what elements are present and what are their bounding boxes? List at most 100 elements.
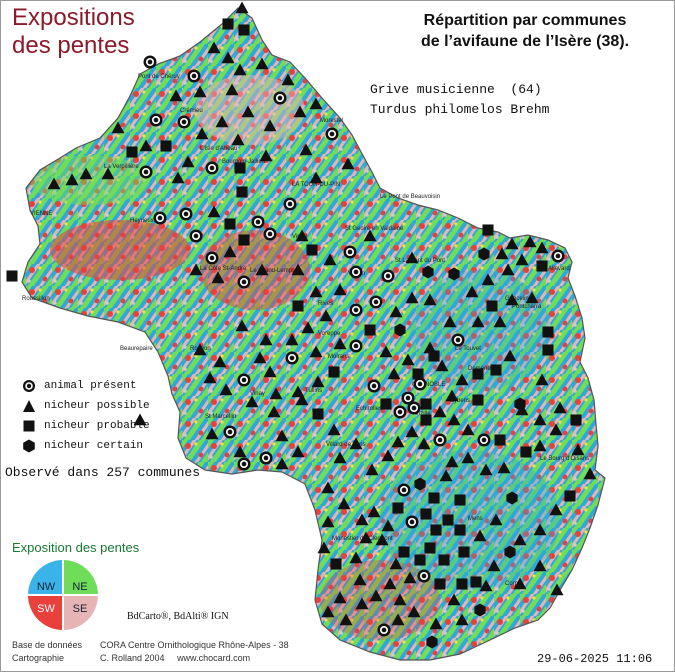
possible-nester-marker — [407, 605, 421, 618]
place-label: VIENNE — [30, 211, 52, 217]
website-link[interactable]: www.chocard.com — [177, 653, 251, 663]
possible-nester-marker — [369, 589, 383, 602]
possible-nester-marker — [189, 263, 203, 276]
possible-nester-marker — [295, 393, 309, 406]
possible-nester-marker — [473, 529, 487, 542]
animal-present-marker — [393, 405, 407, 419]
possible-nester-marker — [515, 403, 529, 416]
possible-nester-marker — [333, 591, 347, 604]
place-names: Pont de Chéruy L'Isle d'Abeau Bourgoin-Jal… — [22, 74, 589, 587]
place-label: Le Pont de Beauvoisin — [380, 194, 440, 200]
possible-nester-marker — [375, 533, 389, 546]
place-label: LA TOUR-DU-PIN — [292, 182, 340, 188]
legend-item-possible-nester: nicheur possible — [22, 396, 150, 416]
exposition-compass: NW NE SW SE — [28, 560, 98, 630]
possible-nester-marker — [363, 229, 377, 242]
possible-nester-marker — [255, 57, 269, 70]
possible-nester-marker — [429, 617, 443, 630]
animal-present-marker — [405, 515, 419, 529]
possible-nester-marker — [393, 593, 407, 606]
probable-nester-marker — [380, 398, 392, 410]
possible-nester-marker — [461, 423, 475, 436]
probable-nester-marker — [456, 578, 468, 590]
possible-nester-marker — [321, 605, 335, 618]
possible-nester-marker — [309, 285, 323, 298]
probable-nester-marker — [430, 524, 442, 536]
animal-present-marker — [551, 249, 565, 263]
probable-nester-marker — [570, 414, 582, 426]
possible-nester-marker — [349, 551, 363, 564]
certain-nester-marker — [394, 323, 406, 337]
probable-nester-marker — [454, 494, 466, 506]
possible-nester-marker — [465, 285, 479, 298]
possible-nester-marker — [79, 167, 93, 180]
probable-nester-marker — [234, 162, 246, 174]
compass-se-label: SE — [73, 603, 88, 615]
probable-nester-icon — [23, 420, 35, 432]
place-label: Roussillon — [22, 296, 50, 302]
possible-nester-marker — [219, 383, 233, 396]
animal-present-marker — [369, 295, 383, 309]
cartography-key: Cartographie — [12, 653, 65, 663]
certain-nester-icon — [23, 439, 35, 453]
database-value: CORA Centre Ornithologique Rhône-Alpes -… — [100, 640, 289, 650]
possible-nester-marker — [203, 371, 217, 384]
possible-nester-marker — [267, 405, 281, 418]
animal-present-marker — [451, 333, 465, 347]
database-key: Base de données — [12, 640, 83, 650]
animal-present-marker — [149, 113, 163, 127]
animal-present-marker — [477, 433, 491, 447]
possible-nester-marker — [133, 413, 147, 426]
certain-nester-marker — [448, 267, 460, 281]
animal-present-marker — [263, 227, 277, 241]
probable-nester-marker — [438, 554, 450, 566]
possible-nester-marker — [461, 451, 475, 464]
possible-nester-marker — [319, 309, 333, 322]
probable-nester-marker — [6, 270, 18, 282]
animal-present-marker — [349, 339, 363, 353]
map-title-line1: Expositions — [12, 4, 135, 31]
place-label: Tullins — [305, 388, 322, 394]
place-label: GRENOBLE — [412, 382, 445, 388]
place-label: Bourgoin-Jallieu — [222, 159, 265, 165]
certain-nester-marker — [414, 477, 426, 491]
possible-nester-marker — [435, 359, 449, 372]
probable-nester-marker — [238, 24, 250, 36]
animal-present-marker — [177, 115, 191, 129]
possible-nester-marker — [169, 89, 183, 102]
possible-nester-marker — [309, 345, 323, 358]
animal-present-marker — [325, 127, 339, 141]
possible-nester-marker — [223, 245, 237, 258]
possible-nester-marker — [505, 237, 519, 250]
animal-present-marker — [433, 433, 447, 447]
legend-label: nicheur probable — [44, 420, 150, 432]
legend-item-certain-nester: nicheur certain — [22, 436, 150, 456]
place-label: Corps — [505, 581, 521, 587]
possible-nester-marker — [111, 121, 125, 134]
animal-present-marker — [401, 391, 415, 405]
possible-nester-marker — [193, 85, 207, 98]
place-label: Goncelin — [505, 296, 529, 302]
compass-ne-quadrant — [63, 560, 98, 595]
possible-nester-marker — [503, 349, 517, 362]
possible-nester-marker — [550, 583, 564, 596]
possible-nester-marker — [533, 559, 547, 572]
probable-nester-marker — [222, 18, 234, 30]
possible-nester-marker — [221, 51, 235, 64]
possible-nester-marker — [583, 467, 597, 480]
probable-nester-marker — [520, 446, 532, 458]
place-label: St Marcellin — [205, 414, 236, 420]
animal-present-marker — [417, 569, 431, 583]
possible-nester-marker — [367, 505, 381, 518]
possible-nester-marker — [495, 247, 509, 260]
compass-sw-label: SW — [37, 603, 55, 615]
possible-nester-marker — [321, 515, 335, 528]
certain-nester-marker — [474, 603, 486, 617]
possible-nester-marker — [259, 333, 273, 346]
possible-nester-marker — [205, 427, 219, 440]
possible-nester-marker — [233, 63, 247, 76]
possible-nester-marker — [309, 97, 323, 110]
probable-nester-marker — [392, 502, 404, 514]
probable-nester-marker — [542, 326, 554, 338]
